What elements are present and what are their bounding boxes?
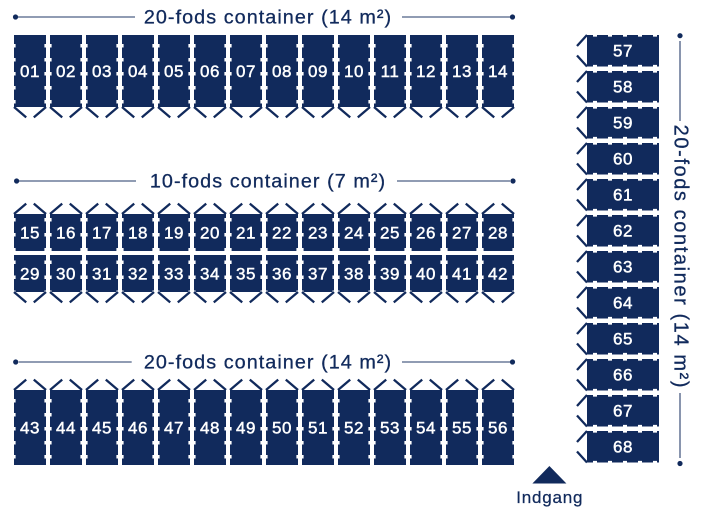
svg-text:64: 64: [613, 294, 633, 313]
svg-text:09: 09: [308, 62, 328, 81]
svg-text:30: 30: [56, 264, 76, 283]
svg-text:05: 05: [164, 62, 184, 81]
svg-text:20: 20: [200, 223, 220, 242]
svg-text:28: 28: [488, 223, 508, 242]
svg-text:33: 33: [164, 264, 184, 283]
svg-text:Indgang: Indgang: [516, 488, 583, 507]
svg-text:55: 55: [452, 418, 472, 437]
svg-text:46: 46: [128, 418, 148, 437]
svg-text:15: 15: [20, 223, 40, 242]
svg-text:01: 01: [20, 62, 40, 81]
svg-text:13: 13: [452, 62, 472, 81]
svg-text:45: 45: [92, 418, 112, 437]
svg-text:31: 31: [92, 264, 112, 283]
svg-text:60: 60: [613, 150, 633, 169]
svg-text:43: 43: [20, 418, 40, 437]
svg-text:17: 17: [92, 223, 112, 242]
svg-text:67: 67: [613, 402, 633, 421]
svg-text:36: 36: [272, 264, 292, 283]
svg-text:57: 57: [613, 42, 633, 61]
svg-text:40: 40: [416, 264, 436, 283]
svg-text:49: 49: [236, 418, 256, 437]
svg-text:59: 59: [613, 114, 633, 133]
svg-text:21: 21: [236, 223, 256, 242]
svg-text:48: 48: [200, 418, 220, 437]
svg-text:52: 52: [344, 418, 364, 437]
svg-text:20-fods container (14 m²): 20-fods container (14 m²): [144, 7, 392, 29]
svg-text:56: 56: [488, 418, 508, 437]
svg-text:61: 61: [613, 186, 633, 205]
svg-text:26: 26: [416, 223, 436, 242]
svg-text:12: 12: [416, 62, 436, 81]
svg-text:11: 11: [381, 62, 400, 81]
svg-text:10: 10: [344, 62, 364, 81]
svg-text:16: 16: [56, 223, 76, 242]
svg-text:32: 32: [128, 264, 148, 283]
svg-text:41: 41: [452, 264, 472, 283]
svg-text:07: 07: [236, 62, 256, 81]
svg-text:37: 37: [308, 264, 328, 283]
svg-text:39: 39: [380, 264, 400, 283]
svg-text:25: 25: [380, 223, 400, 242]
svg-text:20-fods container (14 m²): 20-fods container (14 m²): [670, 125, 692, 390]
svg-text:04: 04: [128, 62, 148, 81]
svg-text:68: 68: [613, 438, 633, 457]
svg-text:29: 29: [20, 264, 40, 283]
svg-text:54: 54: [416, 418, 436, 437]
svg-text:22: 22: [272, 223, 292, 242]
svg-text:38: 38: [344, 264, 364, 283]
svg-text:66: 66: [613, 366, 633, 385]
svg-text:03: 03: [92, 62, 112, 81]
svg-text:42: 42: [488, 264, 508, 283]
svg-text:44: 44: [56, 418, 76, 437]
svg-text:34: 34: [200, 264, 220, 283]
svg-text:18: 18: [128, 223, 148, 242]
svg-text:19: 19: [164, 223, 184, 242]
svg-text:51: 51: [308, 418, 328, 437]
svg-text:58: 58: [613, 78, 633, 97]
svg-text:47: 47: [164, 418, 184, 437]
svg-text:23: 23: [308, 223, 328, 242]
svg-text:50: 50: [272, 418, 292, 437]
svg-text:20-fods container (14 m²): 20-fods container (14 m²): [144, 352, 392, 374]
svg-text:62: 62: [613, 222, 633, 241]
svg-text:02: 02: [56, 62, 76, 81]
svg-text:14: 14: [488, 62, 508, 81]
svg-text:27: 27: [452, 223, 472, 242]
svg-text:06: 06: [200, 62, 220, 81]
svg-text:53: 53: [380, 418, 400, 437]
svg-text:65: 65: [613, 330, 633, 349]
svg-text:08: 08: [272, 62, 292, 81]
svg-text:10-fods container (7 m²): 10-fods container (7 m²): [150, 171, 386, 193]
svg-text:63: 63: [613, 258, 633, 277]
svg-text:24: 24: [344, 223, 364, 242]
svg-text:35: 35: [236, 264, 256, 283]
